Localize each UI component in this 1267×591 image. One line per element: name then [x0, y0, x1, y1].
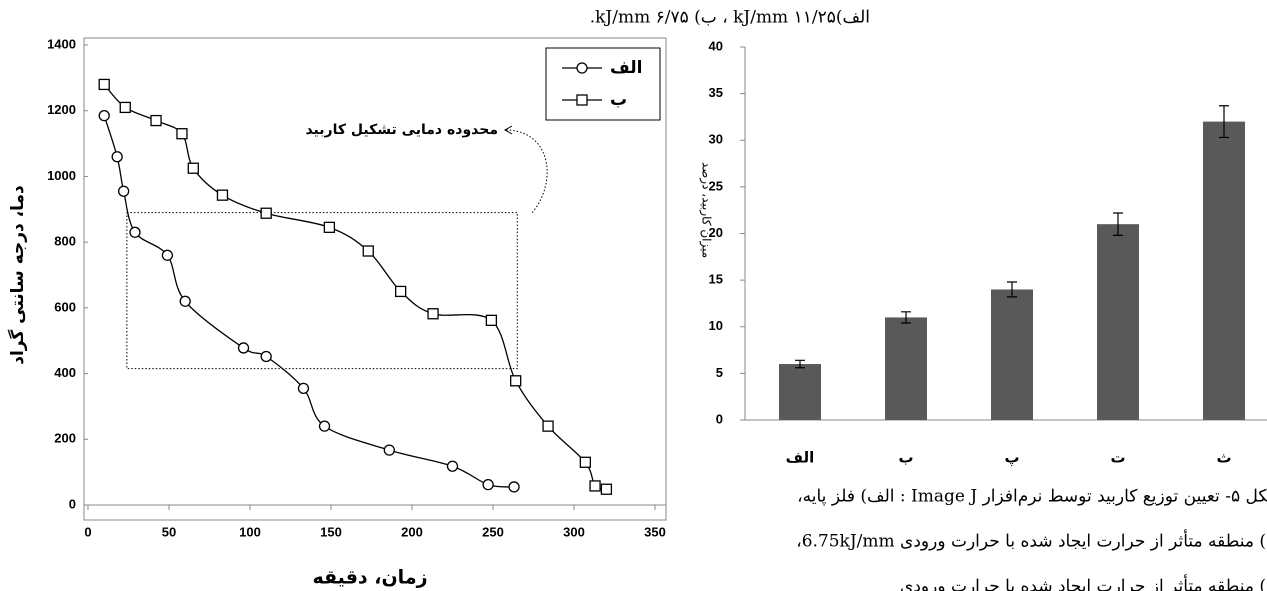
- point: [362, 245, 374, 257]
- point: [216, 189, 229, 201]
- y-tick-label: 1200: [47, 102, 76, 117]
- series-line: [103, 83, 607, 490]
- error-bar: [795, 359, 805, 369]
- annotation-arrowhead: [503, 125, 513, 135]
- point: [482, 478, 494, 491]
- point: [510, 375, 522, 387]
- y-tick-label: 15: [709, 272, 723, 287]
- caption-line: شکل ۵- تعیین توزیع کاربید توسط نرم‌افزار…: [797, 487, 1267, 507]
- point: [260, 350, 272, 363]
- x-tick-label: ت: [1110, 449, 1125, 467]
- point: [237, 342, 250, 354]
- point: [446, 460, 459, 472]
- point: [427, 308, 439, 320]
- y-tick-label: 400: [54, 365, 76, 380]
- point: [323, 221, 336, 234]
- x-tick-label: 100: [239, 524, 261, 539]
- y-tick-label: 40: [709, 38, 723, 53]
- y-tick-label: 1000: [47, 168, 76, 183]
- annotation: محدوده دمایی تشکیل کاربید: [305, 122, 498, 138]
- point: [542, 420, 554, 432]
- legend-marker: [576, 94, 588, 106]
- y-axis-label: دما، درجه سانتی گراد: [7, 185, 28, 365]
- x-tick-label: الف: [786, 449, 815, 467]
- bar: [885, 317, 927, 420]
- point: [117, 185, 130, 197]
- bar: [991, 289, 1033, 420]
- caption-line: پ) منطقه متأثر از حرارت ایجاد شده با حرا…: [900, 574, 1267, 591]
- y-axis-label: میزان کاربید، درصد: [699, 162, 714, 258]
- point: [485, 314, 498, 326]
- error-bar: [1113, 212, 1123, 236]
- point: [318, 420, 331, 432]
- y-tick-label: 10: [709, 318, 723, 333]
- point: [176, 128, 188, 140]
- bar: [1203, 121, 1245, 420]
- legend-marker: [576, 62, 588, 74]
- point: [383, 444, 395, 456]
- point: [589, 480, 601, 492]
- point: [98, 109, 110, 122]
- annotation-arrow: [504, 129, 548, 213]
- y-tick-label: 0: [69, 496, 76, 511]
- x-axis-label: زمان، دقیقه: [312, 567, 427, 589]
- point: [600, 483, 613, 495]
- y-tick-label: 5: [716, 365, 723, 380]
- point: [119, 101, 131, 114]
- x-tick-label: 150: [320, 524, 342, 539]
- legend-label: الف: [610, 58, 642, 78]
- point: [395, 285, 407, 298]
- y-tick-label: 25: [709, 178, 723, 193]
- point: [260, 207, 272, 219]
- temperature-range-box: [126, 212, 518, 370]
- point: [297, 382, 310, 395]
- x-tick-label: 350: [644, 524, 666, 539]
- point: [161, 249, 174, 261]
- x-tick-label: ث: [1216, 449, 1231, 467]
- series-line: [103, 115, 515, 488]
- x-tick-label: پ: [1004, 449, 1019, 467]
- x-tick-label: ب: [898, 449, 913, 467]
- y-tick-label: 20: [709, 225, 723, 240]
- y-tick-label: 200: [54, 431, 76, 446]
- bar: [779, 364, 821, 420]
- point: [579, 456, 591, 468]
- bar: [1097, 224, 1139, 420]
- point: [187, 162, 199, 174]
- legend-box: [545, 47, 661, 121]
- point: [150, 114, 162, 127]
- x-tick-label: 250: [482, 524, 504, 539]
- y-tick-label: 35: [709, 85, 723, 100]
- point: [98, 78, 110, 91]
- error-bar: [1007, 281, 1017, 298]
- point: [129, 226, 141, 238]
- y-tick-label: 30: [709, 132, 723, 147]
- y-tick-label: 600: [54, 299, 76, 314]
- caption-top: الف)۱۱/۲۵ kJ/mm ، ب) ۶/۷۵ kJ/mm.: [590, 8, 870, 28]
- x-tick-label: 300: [563, 524, 585, 539]
- point: [179, 295, 191, 307]
- point: [508, 481, 520, 493]
- y-tick-label: 800: [54, 234, 76, 249]
- x-tick-label: 200: [401, 524, 423, 539]
- x-tick-label: 0: [84, 524, 91, 539]
- x-tick-label: 50: [162, 524, 176, 539]
- plot-frame: [83, 37, 667, 521]
- error-bar: [901, 311, 911, 324]
- error-bar: [1219, 105, 1229, 139]
- y-tick-label: 1400: [47, 36, 76, 51]
- point: [111, 151, 123, 163]
- y-tick-label: 0: [716, 411, 723, 426]
- caption-line: ب) منطقه متأثر از حرارت ایجاد شده با حرا…: [796, 529, 1267, 552]
- legend-label: ب: [610, 90, 627, 110]
